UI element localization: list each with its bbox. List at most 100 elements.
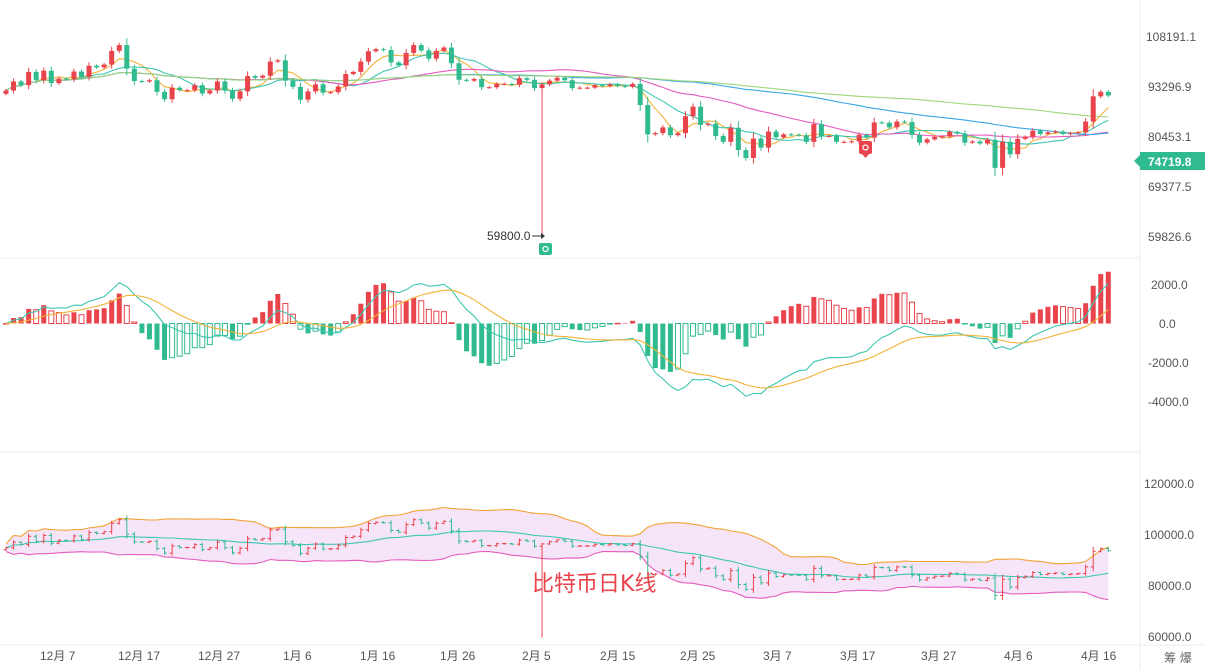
candle-body [169,87,175,100]
candle-body [720,136,726,142]
macd-histogram-bar [863,306,870,325]
date-tick-label: 12月 27 [198,649,240,663]
candle-body [728,127,734,142]
candle-body [879,122,885,124]
candle-body [343,74,349,87]
candle-body [1105,91,1111,96]
candle-body [328,92,334,94]
macd-histogram-bar [645,323,651,356]
candle-body [222,81,228,91]
macd-histogram-bar [123,305,130,324]
macd-histogram-bar [788,306,794,324]
macd-histogram-bar [727,323,734,333]
macd-histogram-bar [275,294,281,324]
macd-histogram-bar [674,323,681,370]
date-axis: 12月 7 12月 17 12月 27 1月 6 1月 16 1月 26 2月 … [40,649,1117,663]
macd-histogram-bar [833,304,840,325]
macd-histogram-bar [1007,323,1013,338]
macd-histogram-bar [909,301,915,325]
bollinger-panel [3,506,1111,638]
macd-histogram-bar [342,321,349,324]
macd-histogram-bar [841,307,848,324]
candle-body [811,124,817,142]
sell-signal-tag [859,141,872,158]
bollinger-middle-line [5,530,1109,579]
candle-body [411,45,417,53]
signal-icon [862,144,869,151]
candle-body [856,134,862,142]
boll-tick-label: 100000.0 [1144,528,1194,542]
boll-axis: 120000.0 100000.0 80000.0 60000.0 [1144,477,1194,644]
macd-histogram-bar [328,323,334,336]
candle-body [713,123,719,137]
candle-body [479,78,485,88]
macd-histogram-bar [561,323,568,328]
macd-histogram-bar [818,298,825,324]
price-tick-label: 80453.1 [1148,130,1192,144]
candle-body [766,131,772,148]
macd-histogram-bar [169,323,176,359]
macd-histogram-bar [471,323,477,357]
macd-histogram-bar [682,323,689,355]
macd-histogram-bar [667,323,673,372]
corner-toolbar-text[interactable]: 筹 爆 [1164,651,1192,665]
candle-body [305,91,311,100]
macd-histogram-bar [720,323,726,340]
candle-body [1083,121,1089,133]
candle-body [56,78,62,84]
macd-histogram-bar [493,323,500,364]
moving-average-lines [5,49,1109,150]
macd-histogram-bar [546,323,553,336]
candle-body [18,81,24,86]
macd-histogram-bar [735,323,741,340]
macd-histogram-bar [803,305,810,324]
candle-body [252,76,258,78]
macd-histogram-bar [781,310,787,324]
macd-histogram-bar [464,323,470,352]
macd-histogram-bar [55,312,62,324]
price-tick-label: 93296.9 [1148,80,1192,94]
candle-body [743,150,749,158]
candle-body [184,90,190,92]
macd-histogram-bar [11,318,17,324]
macd-histogram-bar [886,294,893,325]
macd-histogram-bar [86,310,92,324]
candle-body [554,77,560,81]
candle-body [622,85,628,87]
ma10-line [5,52,1109,145]
macd-histogram-bar [440,311,447,325]
candle-body [516,78,522,85]
candle-body [260,75,266,78]
macd-histogram-bar [660,323,666,370]
date-tick-label: 1月 6 [283,649,312,663]
macd-histogram-bar [637,323,643,333]
candle-body [1045,132,1051,134]
macd-histogram-bar [1060,306,1066,325]
bollinger-lower-line [5,550,1109,601]
macd-histogram-bar [947,319,953,324]
macd-histogram-bar [48,310,55,324]
candle-body [71,71,77,80]
bollinger-upper-line [5,506,1109,566]
macd-histogram-bar [252,317,258,324]
signal-icon [542,245,549,253]
macd-histogram-bar [984,323,991,328]
candle-body [992,139,998,168]
candle-body [1000,141,1006,168]
macd-histogram-bar [418,300,425,324]
current-price-pointer [1134,155,1140,167]
date-tick-label: 4月 16 [1081,649,1117,663]
macd-histogram-bar [1037,309,1043,324]
boll-tick-label: 120000.0 [1144,477,1194,491]
candle-body [214,81,220,91]
candle-body [524,78,530,80]
candle-body [637,83,643,106]
macd-histogram-bar [939,321,946,324]
candle-body [818,124,824,137]
candle-body [539,84,545,89]
candle-body [267,61,273,76]
date-tick-label: 3月 7 [763,649,792,663]
macd-histogram-bar [931,320,938,325]
macd-indicator [3,271,1111,397]
macd-histogram-bar [848,309,855,324]
